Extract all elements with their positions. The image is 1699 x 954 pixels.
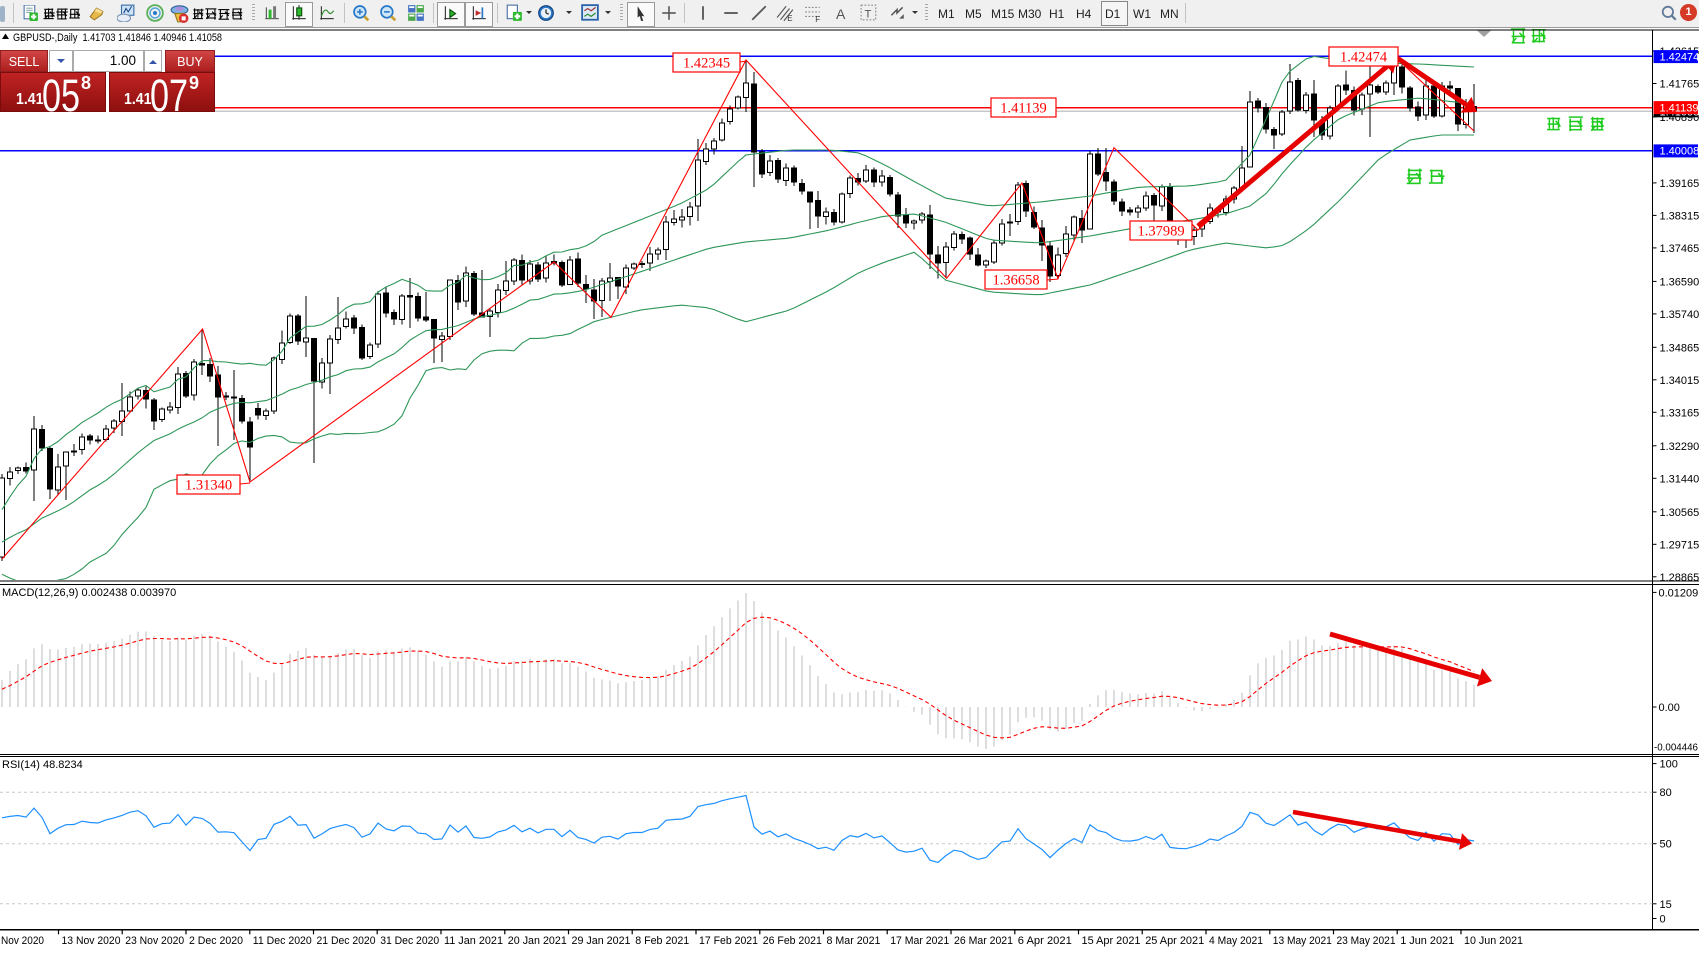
svg-text:8 Mar 2021: 8 Mar 2021 — [827, 935, 881, 947]
svg-text:15: 15 — [1660, 899, 1672, 911]
svg-text:4 May 2021: 4 May 2021 — [1209, 935, 1263, 947]
svg-text:1.36590: 1.36590 — [1660, 276, 1699, 288]
svg-text:1.41139: 1.41139 — [1000, 100, 1047, 116]
svg-text:21 Dec 2020: 21 Dec 2020 — [317, 935, 376, 947]
svg-text:Nov 2020: Nov 2020 — [1, 935, 44, 947]
svg-text:15 Apr 2021: 15 Apr 2021 — [1082, 935, 1141, 947]
svg-text:25 Apr 2021: 25 Apr 2021 — [1145, 935, 1204, 947]
svg-text:8 Feb 2021: 8 Feb 2021 — [635, 935, 689, 947]
svg-text:1.32290: 1.32290 — [1660, 441, 1699, 453]
svg-text:1.37465: 1.37465 — [1660, 243, 1699, 255]
svg-text:13 Nov 2020: 13 Nov 2020 — [62, 935, 121, 947]
svg-text:23 Nov 2020: 23 Nov 2020 — [125, 935, 184, 947]
svg-text:29 Jan 2021: 29 Jan 2021 — [572, 935, 631, 947]
svg-text:MACD(12,26,9) 0.002438 0.00397: MACD(12,26,9) 0.002438 0.003970 — [2, 587, 176, 599]
svg-text:1.41139: 1.41139 — [1660, 102, 1699, 114]
svg-text:1.42474: 1.42474 — [1660, 51, 1699, 63]
svg-text:23 May 2021: 23 May 2021 — [1337, 935, 1396, 947]
svg-text:17 Feb 2021: 17 Feb 2021 — [699, 935, 758, 947]
svg-text:0: 0 — [1660, 914, 1666, 926]
svg-text:11 Dec 2020: 11 Dec 2020 — [253, 935, 312, 947]
svg-text:1.28865: 1.28865 — [1660, 572, 1699, 584]
svg-text:0.01209: 0.01209 — [1659, 587, 1699, 599]
svg-text:-0.004446: -0.004446 — [1654, 742, 1698, 754]
svg-text:1.42345: 1.42345 — [683, 55, 730, 71]
svg-text:RSI(14) 48.8234: RSI(14) 48.8234 — [2, 759, 83, 771]
svg-text:1 Jun 2021: 1 Jun 2021 — [1400, 935, 1454, 947]
svg-text:2 Dec 2020: 2 Dec 2020 — [189, 935, 243, 947]
svg-text:1.29715: 1.29715 — [1660, 539, 1699, 551]
svg-text:50: 50 — [1660, 839, 1672, 851]
svg-text:0.00: 0.00 — [1659, 702, 1680, 714]
svg-text:1.35740: 1.35740 — [1660, 309, 1699, 321]
svg-text:1.31340: 1.31340 — [185, 477, 232, 493]
svg-text:26 Feb 2021: 26 Feb 2021 — [763, 935, 822, 947]
svg-text:80: 80 — [1660, 787, 1672, 799]
svg-text:E: E — [787, 14, 792, 22]
svg-text:1.41765: 1.41765 — [1660, 79, 1699, 91]
svg-text:31 Dec 2020: 31 Dec 2020 — [380, 935, 439, 947]
svg-text:6 Apr 2021: 6 Apr 2021 — [1018, 935, 1072, 947]
svg-text:1.34865: 1.34865 — [1660, 342, 1699, 354]
svg-text:13 May 2021: 13 May 2021 — [1273, 935, 1332, 947]
svg-text:100: 100 — [1660, 759, 1678, 771]
svg-text:20 Jan 2021: 20 Jan 2021 — [508, 935, 567, 947]
svg-text:1.42474: 1.42474 — [1340, 49, 1388, 65]
svg-text:1.31440: 1.31440 — [1660, 473, 1699, 485]
svg-text:11 Jan 2021: 11 Jan 2021 — [444, 935, 503, 947]
svg-text:1.38315: 1.38315 — [1660, 210, 1699, 222]
svg-text:1.40008: 1.40008 — [1660, 146, 1699, 158]
svg-text:T: T — [865, 9, 872, 21]
svg-text:GBPUSD-,Daily 1.41703 1.41846: GBPUSD-,Daily 1.41703 1.41846 1.40946 1.… — [13, 32, 222, 44]
svg-text:F: F — [815, 15, 820, 22]
svg-text:1.34015: 1.34015 — [1660, 375, 1699, 387]
svg-text:1.33165: 1.33165 — [1660, 407, 1699, 419]
svg-text:1.37989: 1.37989 — [1137, 223, 1184, 239]
svg-text:1.39165: 1.39165 — [1660, 178, 1699, 190]
svg-text:10 Jun 2021: 10 Jun 2021 — [1464, 935, 1523, 947]
svg-text:1.36658: 1.36658 — [992, 272, 1039, 288]
svg-text:1.30565: 1.30565 — [1660, 507, 1699, 519]
svg-text:17 Mar 2021: 17 Mar 2021 — [890, 935, 949, 947]
svg-text:26 Mar 2021: 26 Mar 2021 — [954, 935, 1013, 947]
